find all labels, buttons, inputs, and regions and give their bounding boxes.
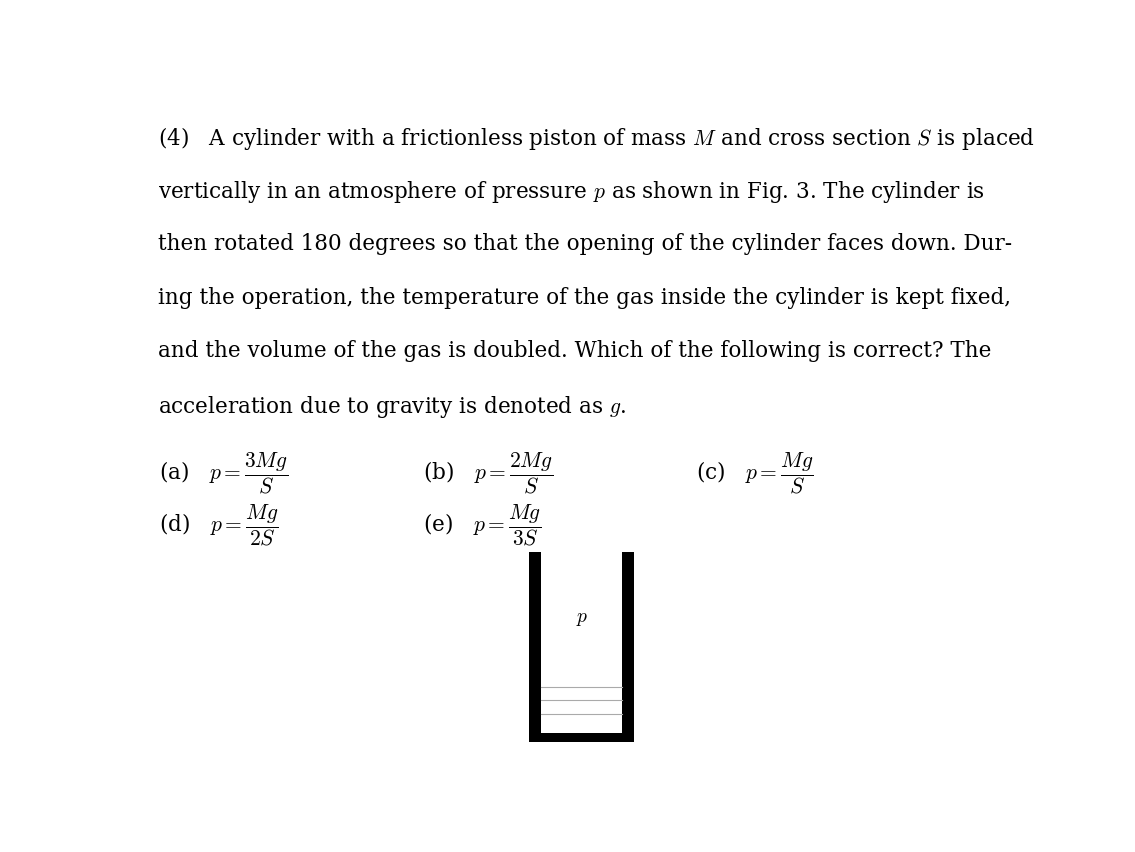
Bar xyxy=(529,733,634,742)
Bar xyxy=(541,687,622,714)
Bar xyxy=(622,551,634,742)
Text: then rotated 180 degrees so that the opening of the cylinder faces down. Dur-: then rotated 180 degrees so that the ope… xyxy=(158,233,1011,255)
Bar xyxy=(541,551,622,733)
Text: (d)   $p = \dfrac{Mg}{2S}$: (d) $p = \dfrac{Mg}{2S}$ xyxy=(159,503,279,548)
Text: (c)   $p = \dfrac{Mg}{S}$: (c) $p = \dfrac{Mg}{S}$ xyxy=(696,450,814,496)
Text: vertically in an atmosphere of pressure $p$ as shown in Fig. 3. The cylinder is: vertically in an atmosphere of pressure … xyxy=(158,179,985,205)
Text: $S$: $S$ xyxy=(574,685,589,703)
Text: $M$: $M$ xyxy=(571,698,592,716)
Text: acceleration due to gravity is denoted as $g$.: acceleration due to gravity is denoted a… xyxy=(158,394,625,420)
Text: (a)   $p = \dfrac{3Mg}{S}$: (a) $p = \dfrac{3Mg}{S}$ xyxy=(159,450,288,496)
Text: (b)   $p = \dfrac{2Mg}{S}$: (b) $p = \dfrac{2Mg}{S}$ xyxy=(423,450,554,496)
Text: ing the operation, the temperature of the gas inside the cylinder is kept fixed,: ing the operation, the temperature of th… xyxy=(158,286,1010,308)
Text: $p$: $p$ xyxy=(575,610,588,628)
Bar xyxy=(529,551,541,742)
Text: (4)   A cylinder with a frictionless piston of mass $M$ and cross section $S$ is: (4) A cylinder with a frictionless pisto… xyxy=(158,125,1035,153)
Text: and the volume of the gas is doubled. Which of the following is correct? The: and the volume of the gas is doubled. Wh… xyxy=(158,341,991,362)
Text: (e)   $p = \dfrac{Mg}{3S}$: (e) $p = \dfrac{Mg}{3S}$ xyxy=(423,503,541,548)
